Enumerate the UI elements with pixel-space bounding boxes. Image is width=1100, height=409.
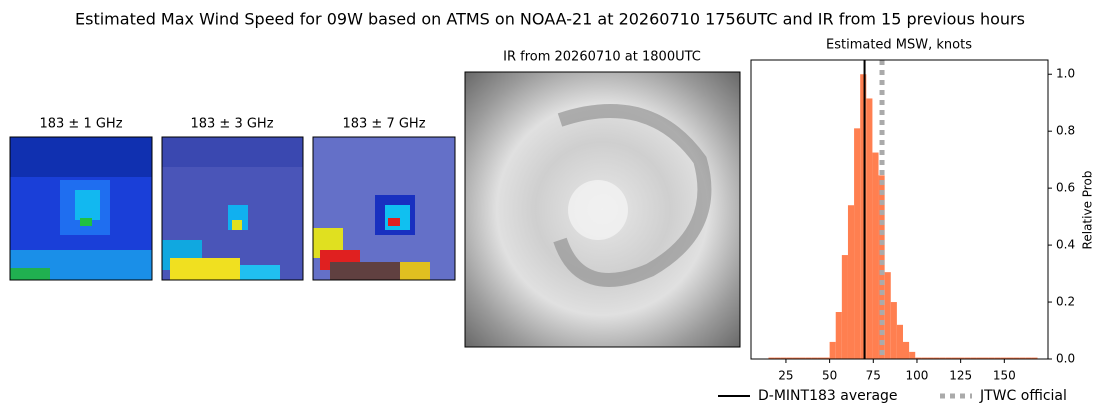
x-tick-label: 125 — [949, 369, 972, 383]
bar — [1013, 357, 1020, 359]
panel-3: 183 ± 7 GHz — [312, 117, 456, 281]
bar — [921, 357, 928, 359]
bar — [958, 357, 965, 359]
bar — [970, 357, 977, 359]
bar — [823, 357, 830, 359]
bar — [939, 357, 946, 359]
bar — [860, 74, 867, 359]
bar — [982, 357, 989, 359]
bar — [786, 357, 793, 359]
bar — [792, 357, 800, 359]
bar — [854, 128, 861, 359]
panel-title: 183 ± 1 GHz — [39, 117, 122, 132]
bar — [994, 357, 1001, 359]
bar — [805, 357, 812, 359]
bar — [872, 152, 879, 359]
x-tick-label: 50 — [822, 369, 837, 383]
bar — [1000, 357, 1007, 359]
y-tick-label: 0.8 — [1056, 124, 1075, 138]
bar — [976, 357, 983, 359]
bar — [866, 98, 873, 359]
bar — [829, 341, 836, 359]
bar — [896, 324, 903, 359]
bar — [847, 205, 855, 359]
bar — [964, 357, 971, 359]
figure-title: Estimated Max Wind Speed for 09W based o… — [75, 10, 1025, 29]
plot-frame — [750, 59, 1049, 360]
bar — [884, 272, 891, 359]
bar — [1019, 357, 1026, 359]
x-tick-label: 100 — [906, 369, 929, 383]
panel-title: 183 ± 7 GHz — [342, 117, 425, 132]
bar — [878, 175, 885, 359]
bar — [835, 312, 842, 359]
x-tick-label: 150 — [993, 369, 1016, 383]
bar — [909, 351, 916, 359]
y-tick-label: 1.0 — [1056, 67, 1075, 81]
x-tick-label: 75 — [866, 369, 881, 383]
bar — [817, 357, 824, 359]
bar — [774, 357, 781, 359]
x-tick-label: 25 — [778, 369, 793, 383]
bar — [988, 357, 995, 359]
bar — [1006, 357, 1014, 359]
y-tick-label: 0.2 — [1056, 295, 1075, 309]
bar — [811, 357, 818, 359]
histogram: Estimated MSW, knots Relative Prob — [826, 38, 1094, 250]
y-tick-label: 0.4 — [1056, 238, 1075, 252]
bar — [841, 255, 848, 359]
y-tick-label: 0.6 — [1056, 181, 1075, 195]
bar — [1025, 357, 1032, 359]
y-tick-label: 0.0 — [1056, 352, 1075, 366]
bar — [902, 341, 910, 359]
panel-1: 183 ± 1 GHz — [9, 117, 153, 281]
panel-title: IR from 20260710 at 1800UTC — [503, 50, 701, 65]
ir-panel: IR from 20260710 at 1800UTC — [464, 50, 741, 348]
bar — [780, 357, 787, 359]
bar — [927, 357, 934, 359]
bar — [951, 357, 959, 359]
bar — [945, 357, 952, 359]
legend-label: D-MINT183 average — [758, 388, 898, 404]
y-axis-label: Relative Prob — [1081, 171, 1095, 250]
bar — [1031, 357, 1038, 359]
legend-label: JTWC official — [979, 388, 1067, 404]
bar — [799, 357, 806, 359]
chart-title: Estimated MSW, knots — [826, 38, 972, 53]
panel-2: 183 ± 3 GHz — [161, 117, 304, 281]
bar — [933, 357, 940, 359]
bar — [768, 357, 775, 359]
bar — [915, 357, 922, 359]
bar — [890, 302, 897, 359]
panel-title: 183 ± 3 GHz — [190, 117, 273, 132]
